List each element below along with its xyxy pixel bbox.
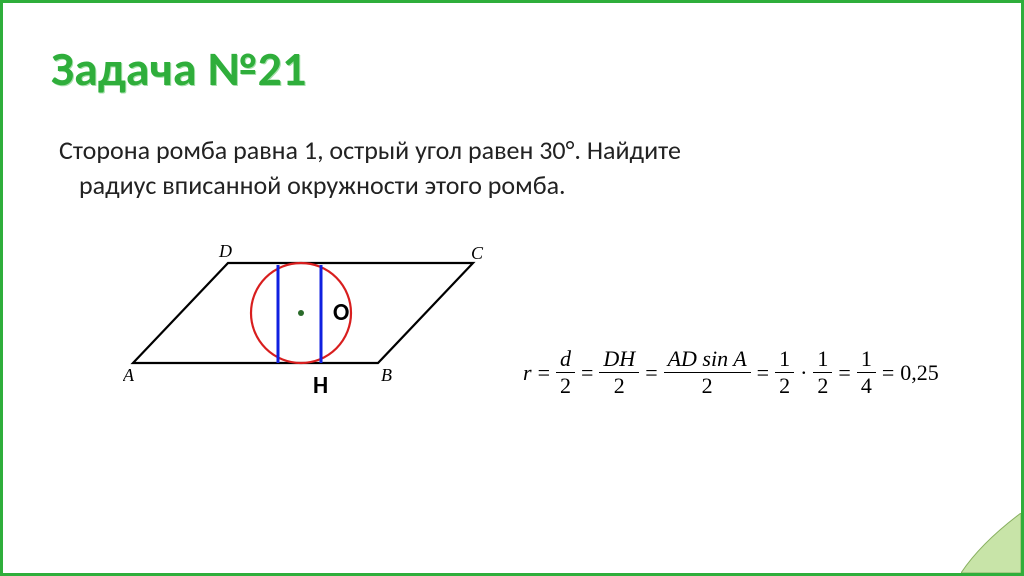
vertex-b: B	[381, 365, 392, 385]
slide-frame: Задача №21 Сторона ромба равна 1, острый…	[0, 0, 1024, 576]
eq3: =	[645, 360, 657, 386]
slide-title: Задача №21	[51, 39, 306, 98]
problem-text: Сторона ромба равна 1, острый угол равен…	[59, 133, 959, 203]
problem-line1: Сторона ромба равна 1, острый угол равен…	[59, 134, 681, 166]
label-o: O	[333, 298, 349, 327]
center-dot	[298, 310, 304, 316]
frac-adsin-2: AD sin A 2	[664, 348, 751, 397]
label-h: H	[313, 371, 328, 400]
problem-line2: радиус вписанной окружности этого ромба.	[59, 168, 959, 203]
eq5: =	[838, 360, 850, 386]
frac-dh-2: DH 2	[599, 348, 639, 397]
eq4: =	[757, 360, 769, 386]
vertex-d: D	[218, 241, 232, 261]
formula-lhs: r	[523, 360, 532, 386]
eq2: =	[581, 360, 593, 386]
vertex-a: A	[123, 365, 135, 385]
vertex-c: C	[471, 243, 484, 263]
frac-half: 1 2	[775, 348, 794, 397]
eq6: =	[882, 360, 894, 386]
decimal-result: 0,25	[900, 360, 939, 386]
eq1: =	[538, 360, 550, 386]
dot: ·	[800, 360, 807, 386]
frac-quarter: 1 4	[857, 348, 876, 397]
rhombus-diagram: A B C D O H	[123, 223, 503, 418]
frac-d-2: d 2	[556, 348, 575, 397]
page-curl-icon	[961, 513, 1021, 573]
frac-half2: 1 2	[813, 348, 832, 397]
solution-formula: r = d 2 = DH 2 = AD sin A 2 = 1 2 · 1 2 …	[523, 348, 939, 397]
